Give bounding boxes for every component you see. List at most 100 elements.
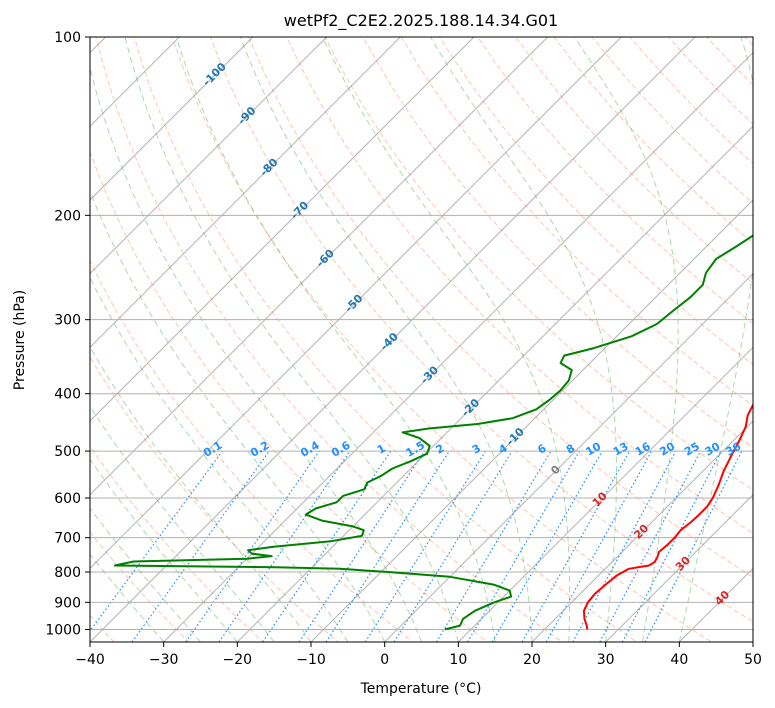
isotherm-line — [752, 641, 753, 642]
temperature-profile — [582, 402, 753, 630]
isotherm-label: -30 — [418, 363, 441, 386]
moist-adiabat-line — [90, 189, 386, 642]
isotherm-line — [90, 37, 549, 496]
mixing-ratio-line — [364, 450, 486, 642]
dry-adiabat-line — [744, 37, 753, 47]
x-tick-label: 20 — [523, 652, 541, 668]
moist-adiabat-line — [90, 553, 165, 642]
x-tick-label: 40 — [670, 652, 688, 668]
moist-adiabat-line — [90, 507, 201, 642]
dry-adiabat-line — [248, 37, 753, 578]
dry-adiabat-line — [171, 37, 713, 642]
moist-adiabat-line — [175, 37, 496, 642]
mixing-ratio-label: 16 — [633, 440, 653, 459]
isotherm-line — [605, 493, 753, 642]
moist-adiabat-line — [90, 65, 422, 642]
mixing-ratio-label: 20 — [657, 440, 677, 459]
isotherm-label: 0 — [548, 462, 563, 477]
isotherm-label: -70 — [288, 198, 311, 221]
dry-adiabat-line — [95, 37, 564, 642]
dry-adiabat-line — [667, 37, 753, 125]
isotherm-line — [90, 37, 622, 570]
y-tick-label: 200 — [54, 208, 81, 224]
y-tick-label: 700 — [54, 531, 81, 547]
mixing-ratio-label: 2 — [434, 442, 447, 457]
moist-adiabat-line — [90, 276, 349, 642]
mixing-ratio-label: 13 — [611, 440, 631, 459]
isotherm-line — [90, 37, 254, 201]
isotherm-line — [90, 37, 328, 275]
isotherm-label: 40 — [712, 588, 732, 608]
dry-adiabat-line — [591, 37, 753, 204]
isotherm-line — [236, 125, 753, 642]
y-tick-label: 600 — [54, 491, 81, 507]
mixing-ratio-line — [466, 450, 580, 642]
x-axis: −40 −30 −20 −10 0 10 20 30 40 50 — [75, 642, 762, 668]
dry-adiabat-line — [209, 37, 753, 623]
mixing-ratio-label: 3 — [470, 442, 483, 457]
x-tick-label: −20 — [223, 652, 253, 668]
mixing-ratio-label: 8 — [564, 442, 577, 457]
dry-adiabat-line — [477, 37, 753, 325]
isotherm-label: 30 — [673, 553, 693, 573]
mixing-ratio-line — [325, 450, 450, 642]
mixing-ratio-label: 36 — [723, 440, 743, 459]
y-tick-label: 400 — [54, 387, 81, 403]
mixing-ratio-line — [644, 450, 743, 642]
mixing-ratio-line — [393, 450, 513, 642]
mixing-ratio-line — [491, 450, 603, 642]
mixing-ratio-label: 6 — [535, 441, 548, 456]
dry-adiabat-line — [90, 150, 489, 642]
x-tick-label: −40 — [75, 652, 105, 668]
dry-adiabat-line — [756, 10, 775, 654]
isotherm-line — [163, 51, 753, 642]
chart-title: wetPf2_C2E2.2025.188.14.34.G01 — [284, 11, 558, 31]
mixing-ratio-line — [90, 450, 223, 632]
background-lines — [90, 10, 775, 654]
isotherm-label: -20 — [459, 396, 482, 419]
dry-adiabat-line — [90, 531, 190, 642]
mixing-ratio-line — [545, 450, 653, 642]
mixing-ratio-label: 10 — [583, 440, 603, 459]
mixing-ratio-line — [572, 450, 677, 642]
isotherm-label: -60 — [314, 246, 337, 269]
moist-adiabat-line — [322, 37, 571, 642]
y-tick-label: 1000 — [45, 622, 81, 638]
mixing-ratio-line — [435, 450, 552, 642]
moist-adiabat-line — [124, 37, 459, 642]
isotherm-label: -40 — [378, 330, 401, 353]
mixing-ratio-line — [521, 450, 631, 642]
sounding-profiles — [113, 234, 753, 631]
moist-adiabat-line — [574, 37, 679, 642]
x-tick-label: −10 — [296, 652, 326, 668]
x-tick-label: −30 — [149, 652, 179, 668]
isotherm-line — [678, 567, 753, 642]
isotherm-label: -10 — [504, 425, 527, 448]
mixing-ratio-label: 0.4 — [298, 438, 322, 459]
dry-adiabat-line — [90, 259, 414, 642]
isotherm-label: 20 — [631, 521, 651, 541]
y-tick-label: 800 — [54, 565, 81, 581]
pressure-grid — [90, 37, 753, 630]
mixing-ratio-line — [599, 450, 702, 642]
isotherm-label: -90 — [235, 104, 258, 127]
isotherm-line — [457, 346, 753, 642]
mixing-ratio-label: 0.2 — [248, 439, 271, 460]
mixing-ratio-line — [298, 450, 425, 642]
isotherm-line — [310, 199, 753, 642]
dry-adiabat-line — [133, 37, 638, 642]
x-tick-label: 50 — [744, 652, 762, 668]
y-axis-title: Pressure (hPa) — [12, 290, 28, 390]
dry-adiabat-line — [400, 37, 753, 407]
isotherm-line — [90, 37, 696, 642]
moist-adiabat-line — [90, 458, 238, 642]
moist-adiabat-line — [239, 37, 533, 642]
x-tick-label: 30 — [597, 652, 615, 668]
mixing-ratio-line — [218, 450, 351, 642]
isotherm-line — [531, 420, 753, 642]
dry-adiabat-line — [515, 37, 753, 284]
moist-adiabat-line — [430, 37, 617, 642]
moist-adiabat-line — [90, 345, 312, 642]
dry-adiabat-line — [705, 37, 753, 86]
